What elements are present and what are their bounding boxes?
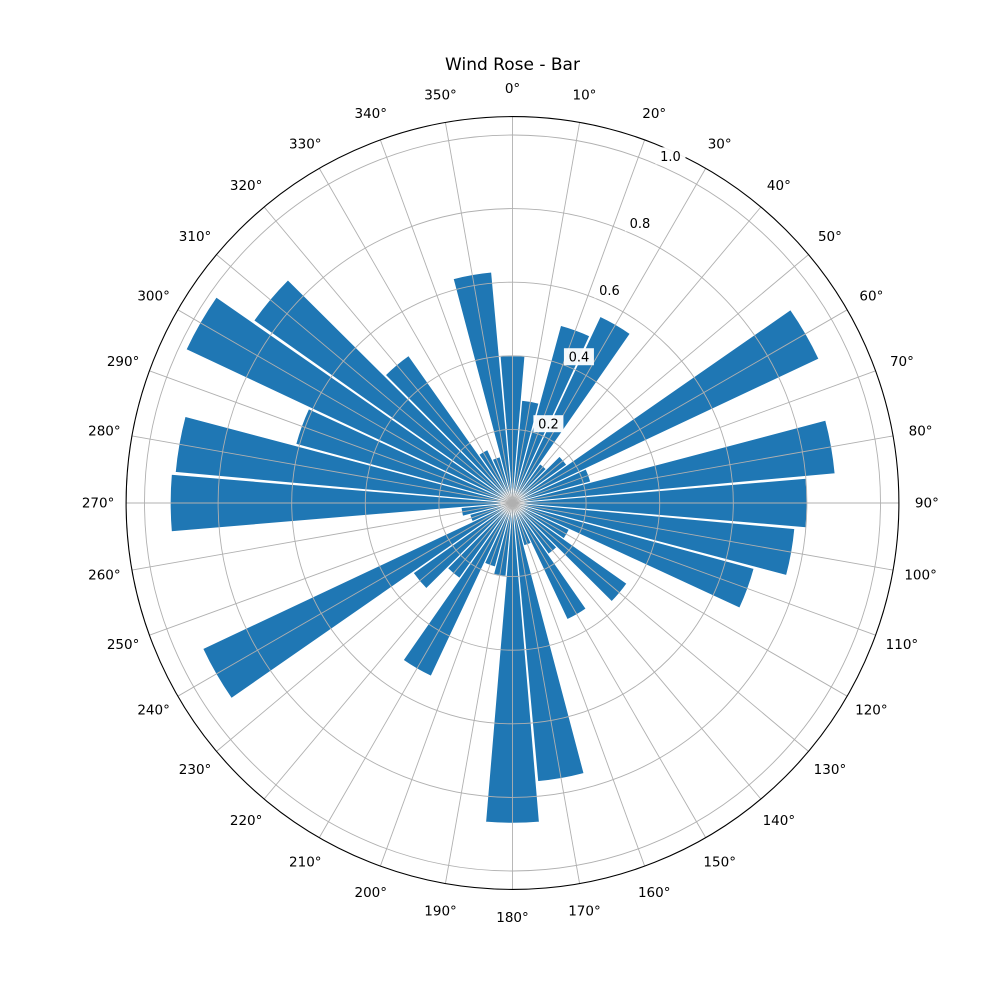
radial-tick-label: 0.8 (630, 217, 651, 232)
angular-tick-label: 30° (708, 137, 732, 153)
angular-tick-label: 280° (88, 424, 121, 440)
radial-tick-label-bg (563, 348, 594, 366)
angular-gridline (512, 122, 581, 504)
angular-tick-label: 250° (107, 637, 140, 653)
angular-tick-label: 120° (855, 703, 888, 719)
angular-gridline (379, 139, 513, 504)
angular-gridline (512, 502, 646, 867)
radial-tick-label: 1.0 (660, 150, 681, 165)
angular-tick-label: 260° (88, 567, 121, 583)
angular-tick-label: 230° (179, 762, 212, 778)
angular-gridline (177, 502, 513, 697)
angular-gridline (512, 309, 848, 504)
angular-tick-label: 90° (915, 496, 939, 512)
angular-gridline (512, 370, 876, 504)
bars-layer (169, 271, 836, 824)
polar-spine (125, 116, 900, 890)
angular-tick-label: 160° (638, 885, 671, 901)
angular-gridline (512, 502, 876, 636)
radial-tick-label-bg (533, 415, 564, 433)
angular-gridline (512, 502, 848, 697)
angular-gridline (512, 502, 707, 838)
angular-tick-label: 300° (137, 288, 170, 304)
angular-gridline (263, 206, 513, 504)
angular-tick-label: 140° (763, 813, 796, 829)
radial-tick-label: 0.6 (599, 284, 620, 299)
angular-tick-label: 320° (230, 178, 263, 194)
angular-gridline (512, 206, 762, 504)
angular-gridline (512, 502, 894, 571)
angular-tick-label: 330° (289, 137, 322, 153)
angular-tick-label: 350° (424, 87, 457, 103)
angular-gridline (149, 370, 513, 504)
radial-tick-label-bg (624, 214, 655, 232)
angular-tick-label: 20° (642, 106, 666, 122)
angular-tick-label: 50° (818, 229, 842, 245)
radial-tick-label: 0.2 (538, 418, 559, 433)
angular-tick-label: 340° (355, 106, 388, 122)
angular-tick-label: 270° (82, 496, 115, 512)
radial-tick-labels: 0.2 0.4 0.6 0.8 1.0 (533, 147, 686, 433)
angular-gridline (444, 122, 513, 504)
angular-gridline (318, 502, 513, 838)
angular-gridline (512, 139, 646, 504)
angular-tick-label: 180° (496, 910, 529, 926)
angular-gridline (512, 502, 809, 752)
angular-tick-label: 240° (137, 703, 170, 719)
angular-gridline (512, 254, 809, 504)
angular-gridline (512, 168, 707, 504)
angular-gridline (131, 435, 513, 504)
angular-tick-label: 70° (890, 354, 914, 370)
angular-tick-label: 150° (703, 854, 736, 870)
angular-gridline (512, 502, 581, 884)
angular-tick-label: 80° (909, 424, 933, 440)
angular-gridline (444, 502, 513, 884)
angular-gridline (512, 502, 762, 800)
angular-gridline (379, 502, 513, 867)
angular-gridline (131, 502, 513, 571)
angular-tick-label: 290° (107, 354, 140, 370)
angular-tick-label: 60° (859, 288, 883, 304)
radial-tick-label: 0.4 (569, 351, 590, 366)
angular-tick-label: 10° (572, 87, 596, 103)
angular-tick-label: 110° (886, 637, 919, 653)
angular-tick-label: 0° (505, 81, 520, 97)
angular-tick-label: 310° (179, 229, 212, 245)
radial-tick-label-bg (594, 281, 625, 299)
angular-gridline (216, 502, 513, 752)
angular-gridline (318, 168, 513, 504)
angular-tick-label: 190° (424, 904, 457, 920)
angular-tick-label: 170° (568, 904, 601, 920)
angular-tick-label: 210° (289, 854, 322, 870)
angular-gridline (216, 254, 513, 504)
polar-grid-layer (125, 116, 900, 890)
angular-gridline (149, 502, 513, 636)
angular-tick-label: 100° (904, 567, 937, 583)
angular-tick-labels: 0° 10° 20° 30° 40° 50° 60° 70° 80° 90° 100° 110° 120… (82, 81, 939, 926)
angular-tick-label: 130° (814, 762, 847, 778)
angular-tick-label: 200° (355, 885, 388, 901)
angular-gridline (512, 435, 894, 504)
angular-tick-label: 220° (230, 813, 263, 829)
radial-tick-label-bg (655, 147, 686, 165)
angular-gridline (263, 502, 513, 800)
chart-title: Wind Rose - Bar (445, 55, 580, 75)
angular-tick-label: 40° (767, 178, 791, 194)
angular-gridline (177, 309, 513, 504)
